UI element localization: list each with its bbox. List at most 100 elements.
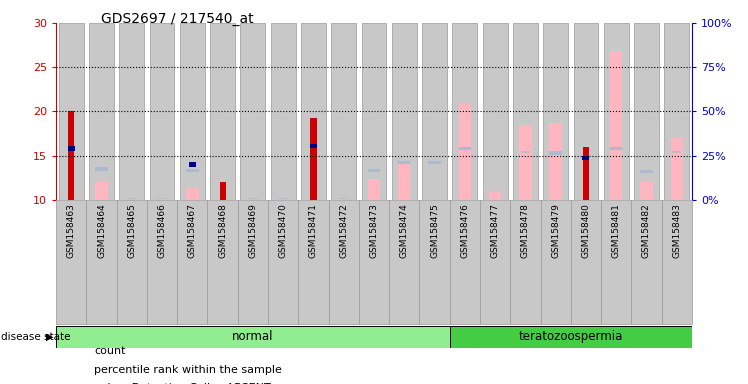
Text: ▶: ▶ (46, 332, 53, 342)
Bar (389, 200, 420, 324)
Bar (550, 151, 562, 155)
Bar (157, 198, 167, 199)
Bar (188, 162, 196, 167)
Bar (640, 170, 653, 173)
Bar (56, 200, 86, 324)
Text: percentile rank within the sample: percentile rank within the sample (94, 365, 282, 375)
Bar (68, 111, 74, 200)
Text: GSM158472: GSM158472 (340, 204, 349, 258)
Bar (89, 23, 114, 200)
Text: GDS2697 / 217540_at: GDS2697 / 217540_at (101, 12, 254, 25)
Bar (672, 151, 681, 153)
Text: value, Detection Call = ABSENT: value, Detection Call = ABSENT (94, 383, 271, 384)
Bar (339, 198, 349, 199)
Bar (127, 198, 136, 199)
Bar (361, 23, 387, 200)
Bar (210, 23, 235, 200)
Bar (331, 23, 356, 200)
Bar (177, 200, 207, 324)
Bar (482, 23, 507, 200)
Bar (574, 23, 598, 200)
Bar (186, 188, 198, 200)
Text: disease state: disease state (1, 332, 71, 342)
Bar (420, 200, 450, 324)
Text: GSM158466: GSM158466 (158, 204, 167, 258)
Bar (398, 161, 411, 164)
Bar (117, 200, 147, 324)
Bar (240, 23, 266, 200)
Text: GSM158474: GSM158474 (399, 204, 408, 258)
Bar (328, 200, 359, 324)
Bar (310, 144, 317, 148)
Bar (489, 191, 501, 200)
Text: GSM158481: GSM158481 (612, 204, 621, 258)
Bar (640, 182, 653, 200)
Text: GSM158469: GSM158469 (248, 204, 257, 258)
Text: teratozoospermia: teratozoospermia (518, 331, 623, 343)
Bar (56, 326, 450, 348)
Bar (59, 23, 84, 200)
Text: count: count (94, 346, 126, 356)
Bar (450, 326, 692, 348)
Bar (147, 200, 177, 324)
Text: GSM158477: GSM158477 (491, 204, 500, 258)
Text: GSM158467: GSM158467 (188, 204, 197, 258)
Bar (543, 23, 568, 200)
Bar (662, 200, 692, 324)
Bar (664, 23, 689, 200)
Bar (521, 151, 530, 153)
Bar (359, 200, 389, 324)
Bar (601, 200, 631, 324)
Bar (120, 23, 144, 200)
Bar (634, 23, 659, 200)
Text: GSM158473: GSM158473 (370, 204, 378, 258)
Bar (450, 200, 480, 324)
Text: normal: normal (232, 331, 274, 343)
Bar (180, 23, 205, 200)
Bar (550, 123, 562, 200)
Bar (422, 23, 447, 200)
Bar (510, 200, 541, 324)
Bar (68, 146, 75, 151)
Bar (453, 23, 477, 200)
Bar (459, 103, 471, 200)
Bar (186, 169, 198, 172)
Bar (310, 118, 316, 200)
Bar (238, 200, 268, 324)
Bar (583, 156, 589, 161)
Bar (429, 161, 441, 164)
Bar (86, 200, 117, 324)
Text: GSM158463: GSM158463 (67, 204, 76, 258)
Text: GSM158476: GSM158476 (460, 204, 469, 258)
Bar (571, 200, 601, 324)
Bar (278, 198, 288, 199)
Bar (583, 147, 589, 200)
Bar (368, 169, 380, 172)
Bar (207, 200, 238, 324)
Text: GSM158468: GSM158468 (218, 204, 227, 258)
Bar (219, 182, 226, 200)
Text: GSM158478: GSM158478 (521, 204, 530, 258)
Bar (392, 23, 417, 200)
Bar (541, 200, 571, 324)
Bar (268, 200, 298, 324)
Text: GSM158482: GSM158482 (642, 204, 651, 258)
Bar (670, 138, 683, 200)
Text: GSM158471: GSM158471 (309, 204, 318, 258)
Bar (248, 198, 257, 199)
Bar (459, 147, 471, 150)
Bar (398, 164, 411, 200)
Bar (271, 23, 295, 200)
Text: GSM158465: GSM158465 (127, 204, 136, 258)
Bar (610, 147, 622, 150)
Bar (604, 23, 628, 200)
Bar (610, 51, 622, 200)
Bar (95, 167, 108, 170)
Text: GSM158480: GSM158480 (581, 204, 590, 258)
Text: GSM158464: GSM158464 (97, 204, 106, 258)
Bar (301, 23, 326, 200)
Text: GSM158470: GSM158470 (279, 204, 288, 258)
Bar (150, 23, 174, 200)
Bar (519, 124, 532, 200)
Bar (95, 182, 108, 200)
